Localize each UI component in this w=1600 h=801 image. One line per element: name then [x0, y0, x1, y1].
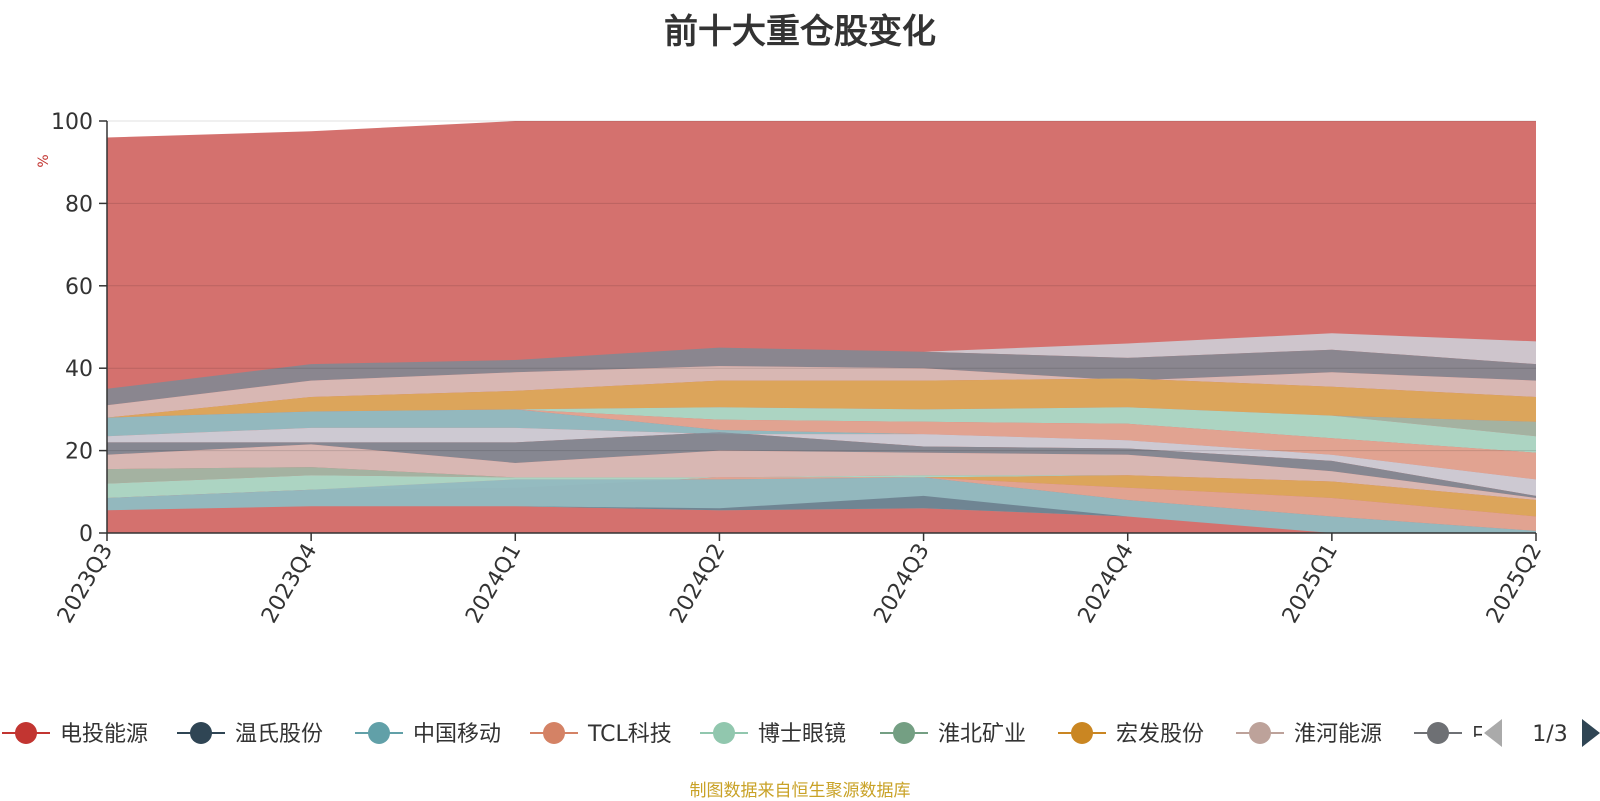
x-tick-label: 2024Q1 — [461, 540, 526, 628]
y-axis-label: % — [36, 154, 52, 167]
legend-next-page-icon[interactable] — [1582, 719, 1600, 747]
legend-marker — [713, 722, 735, 744]
legend-label: TCL科技 — [587, 722, 672, 747]
legend-marker — [368, 722, 390, 744]
area-band-2 — [107, 347, 1536, 406]
y-tick-label: 80 — [65, 192, 93, 217]
x-tick-label: 2025Q1 — [1278, 540, 1343, 628]
legend-marker — [190, 722, 212, 744]
legend-page-indicator: 1/3 — [1532, 722, 1567, 747]
legend-label: 中国移动 — [413, 722, 501, 747]
source-note: 制图数据来自恒生聚源数据库 — [689, 781, 911, 801]
y-tick-label: 60 — [65, 275, 93, 300]
y-tick-label: 40 — [65, 357, 93, 382]
area-band-14 — [107, 475, 1536, 517]
area-band-9 — [107, 427, 1536, 496]
legend-item[interactable]: 博士眼镜 — [700, 722, 846, 747]
area-band-17 — [107, 495, 1536, 533]
y-tick-label: 0 — [79, 522, 93, 547]
x-tick-label: 2024Q4 — [1074, 540, 1139, 628]
legend-item[interactable]: 宏发股份 — [1058, 722, 1204, 747]
y-tick-label: 100 — [51, 110, 93, 135]
legend-item[interactable]: 中国移动 — [355, 722, 501, 747]
area-band-4 — [107, 378, 1536, 422]
legend-label: 温氏股份 — [235, 722, 323, 747]
legend-label: 中 — [1472, 722, 1494, 747]
area-band-6 — [107, 407, 1536, 453]
legend-label: 电投能源 — [60, 722, 148, 747]
legend-marker — [1071, 722, 1093, 744]
legend-marker — [1427, 722, 1449, 744]
legend-marker — [893, 722, 915, 744]
area-band-8 — [107, 409, 1536, 480]
area-band-3 — [107, 366, 1536, 418]
legend-marker — [15, 722, 37, 744]
legend-item[interactable]: 中 — [1414, 722, 1494, 747]
x-tick-label: 2023Q3 — [53, 540, 118, 628]
area-band-11 — [107, 444, 1536, 500]
area-band-7 — [107, 409, 1536, 480]
legend-marker — [543, 722, 565, 744]
legend-prev-page-icon[interactable] — [1484, 719, 1502, 747]
area-band-13 — [107, 475, 1536, 500]
x-tick-label: 2025Q2 — [1482, 540, 1547, 628]
area-band-15 — [107, 477, 1536, 531]
legend-label: 博士眼镜 — [758, 722, 846, 747]
area-band-10 — [107, 432, 1536, 498]
legend-item[interactable]: 电投能源 — [2, 722, 148, 747]
legend-item[interactable]: 淮北矿业 — [880, 722, 1026, 747]
chart-bands — [107, 121, 1536, 533]
x-tick-label: 2023Q4 — [257, 540, 322, 628]
legend-items: 电投能源 温氏股份 中国移动 TCL科技 博士眼镜 淮北矿业 宏发股份 淮河能源 中 — [2, 722, 1494, 747]
x-tick-label: 2024Q2 — [665, 540, 730, 628]
x-tick-label: 2024Q3 — [869, 540, 934, 628]
legend-label: 宏发股份 — [1116, 722, 1204, 747]
area-band-12 — [107, 467, 1536, 500]
y-tick-label: 20 — [65, 440, 93, 465]
legend-item[interactable]: 淮河能源 — [1236, 722, 1382, 747]
area-band-1 — [107, 333, 1536, 389]
legend: 电投能源 温氏股份 中国移动 TCL科技 博士眼镜 淮北矿业 宏发股份 淮河能源 中 1/3 — [2, 719, 1600, 747]
legend-label: 淮河能源 — [1294, 722, 1382, 747]
chart-title: 前十大重仓股变化 — [664, 12, 936, 52]
legend-item[interactable]: TCL科技 — [530, 722, 672, 747]
legend-label: 淮北矿业 — [938, 722, 1026, 747]
legend-marker — [1249, 722, 1271, 744]
legend-item[interactable]: 温氏股份 — [177, 722, 323, 747]
